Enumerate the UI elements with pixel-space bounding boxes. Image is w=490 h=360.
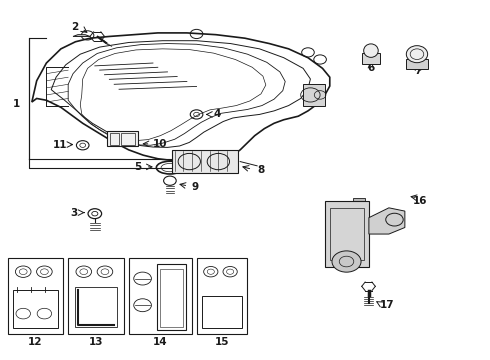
Bar	[330, 208, 364, 260]
Bar	[202, 296, 243, 328]
Bar	[107, 131, 138, 146]
Text: 4: 4	[214, 109, 221, 120]
Bar	[172, 150, 238, 173]
Bar	[325, 201, 369, 267]
Bar	[122, 133, 135, 145]
Text: 5: 5	[134, 162, 141, 172]
Bar	[160, 269, 183, 327]
Text: 15: 15	[215, 337, 229, 347]
Text: 16: 16	[413, 195, 428, 206]
Text: 9: 9	[192, 182, 198, 192]
Bar	[110, 133, 119, 145]
Ellipse shape	[364, 44, 378, 57]
Text: 17: 17	[380, 300, 394, 310]
Text: 10: 10	[153, 139, 168, 149]
Text: 7: 7	[414, 66, 421, 76]
Bar	[303, 84, 325, 105]
Text: 11: 11	[53, 140, 67, 149]
Bar	[362, 53, 380, 64]
Text: 6: 6	[368, 63, 374, 73]
Bar	[406, 59, 428, 69]
Bar	[68, 258, 124, 334]
Bar	[75, 287, 117, 327]
Bar	[13, 290, 58, 328]
Polygon shape	[73, 35, 90, 36]
Text: 1: 1	[13, 99, 20, 109]
Polygon shape	[369, 208, 405, 234]
Bar	[196, 258, 247, 334]
Bar	[129, 258, 192, 334]
Circle shape	[332, 251, 361, 272]
Text: 14: 14	[153, 337, 168, 347]
Bar	[353, 198, 365, 210]
Text: 2: 2	[71, 22, 78, 32]
Ellipse shape	[406, 46, 428, 63]
Text: 12: 12	[28, 337, 43, 347]
Text: 13: 13	[89, 337, 103, 347]
Text: 8: 8	[257, 165, 264, 175]
Bar	[8, 258, 63, 334]
Text: 3: 3	[71, 208, 77, 217]
Bar	[157, 264, 186, 330]
